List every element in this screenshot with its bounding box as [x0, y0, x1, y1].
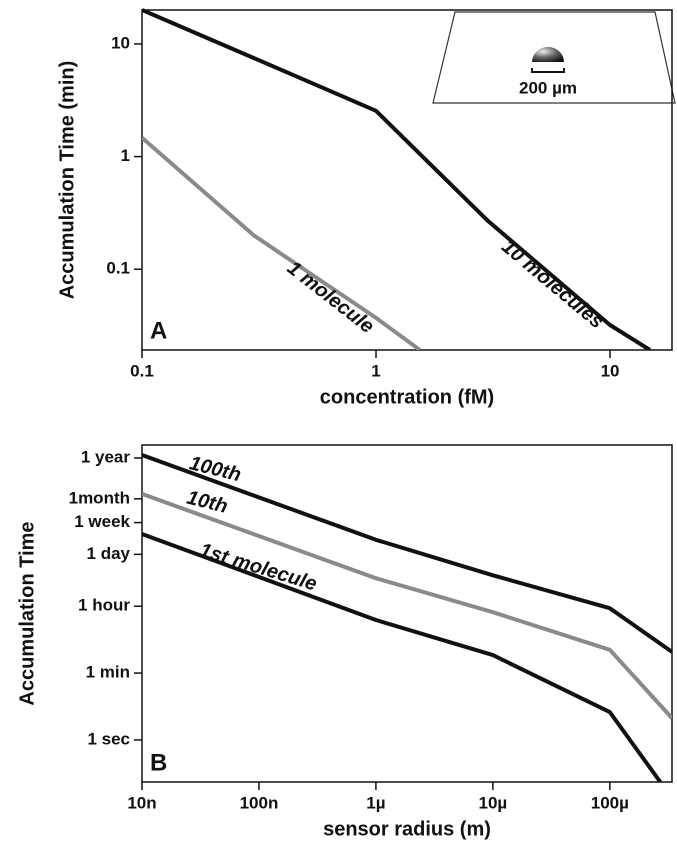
series-line [142, 492, 672, 720]
y-tick-label: 0.1 [106, 259, 130, 278]
series-line [142, 532, 662, 782]
x-tick-label: 100n [240, 793, 279, 812]
x-tick-label: 10n [127, 793, 156, 812]
scale-bar [531, 68, 565, 73]
x-tick-label: 1µ [366, 793, 385, 812]
y-axis-title: Accumulation Time (min) [56, 61, 78, 300]
y-tick-label: 10 [111, 33, 130, 52]
y-tick-label: 1 hour [78, 596, 130, 615]
y-tick-label: 1month [69, 488, 130, 507]
y-tick-label: 1 [121, 146, 130, 165]
x-tick-label: 1 [371, 361, 380, 380]
panel-letter: B [150, 749, 167, 776]
x-tick-label: 0.1 [130, 361, 154, 380]
y-tick-label: 1 day [87, 544, 131, 563]
series-label: 10 molecules [497, 236, 607, 334]
plot-frame [141, 444, 673, 783]
inset: 200 µm [432, 11, 676, 104]
y-tick-label: 1 min [86, 663, 130, 682]
x-axis-title: concentration (fM) [320, 386, 494, 408]
y-axis-title: Accumulation Time [16, 521, 38, 705]
y-tick-label: 1 year [81, 448, 131, 467]
x-tick-label: 10µ [479, 793, 508, 812]
series-label: 1st molecule [197, 539, 319, 595]
plot-frame [141, 9, 673, 351]
y-tick-label: 1 sec [87, 729, 130, 748]
x-tick-label: 10 [601, 361, 620, 380]
x-tick-label: 100µ [591, 793, 629, 812]
inset-label: 200 µm [519, 78, 577, 97]
series-line [142, 136, 422, 350]
y-tick-label: 1 week [74, 512, 130, 531]
series-line [142, 453, 672, 654]
panel-letter: A [150, 317, 167, 344]
x-axis-title: sensor radius (m) [323, 818, 491, 840]
series-line [142, 8, 651, 350]
series-label: 1 molecule [283, 257, 378, 338]
inset-dome [532, 47, 564, 62]
